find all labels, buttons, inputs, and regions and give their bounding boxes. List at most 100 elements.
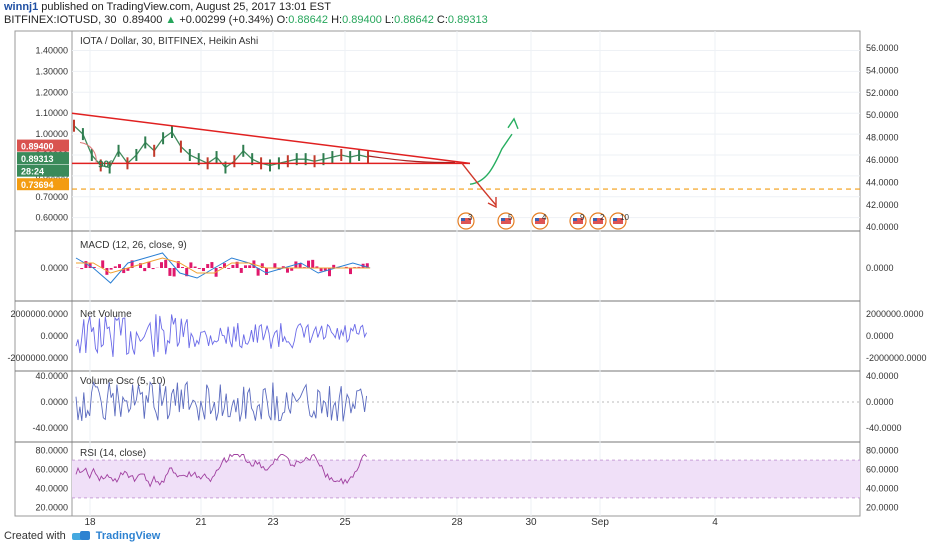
close-label: C:	[436, 14, 448, 26]
left-tick-label: 1.20000	[35, 87, 68, 97]
chart-frame	[14, 30, 861, 517]
change-arrow-icon: ▲	[165, 14, 177, 26]
right-tick-label: 48.0000	[866, 133, 899, 143]
macd-histogram-bar	[147, 261, 151, 268]
price-series-line	[73, 125, 369, 169]
descending-trendline	[71, 112, 471, 165]
price-label-box	[17, 164, 69, 177]
event-count: 9	[580, 213, 585, 222]
macd-histogram-bar	[315, 266, 319, 268]
macd-histogram-bar	[139, 263, 142, 268]
event-flag-canton	[593, 218, 597, 221]
macd-histogram-bar	[239, 268, 243, 273]
open-label: O:	[276, 14, 289, 26]
net-volume-right-tick: 2000000.0000	[866, 309, 924, 319]
event-flag-icon	[593, 218, 603, 224]
x-tick-label: 21	[195, 517, 207, 528]
x-tick-label: 23	[267, 517, 279, 528]
macd-histogram-bar	[130, 260, 134, 268]
macd-histogram-bar	[176, 261, 180, 268]
event-count: 3	[468, 213, 473, 222]
open-value: 0.88642	[288, 14, 329, 26]
symbol-header: BITFINEX:IOTUSD, 30 0.89400 ▲ +0.00299 (…	[4, 14, 488, 26]
macd-histogram-bar	[248, 265, 252, 268]
x-tick-label: 25	[339, 517, 351, 528]
macd-histogram-bar	[357, 266, 361, 268]
x-tick-label: Sep	[591, 517, 609, 528]
projection-path	[367, 155, 456, 164]
right-tick-label: 44.0000	[866, 177, 899, 187]
macd-histogram-bar	[151, 268, 155, 270]
footer: Created with TradingView	[4, 530, 160, 542]
right-tick-label: 54.0000	[866, 65, 899, 75]
bullish-arrow-icon	[507, 117, 519, 130]
tradingview-logo-icon	[71, 531, 90, 541]
net-volume-left-tick: 2000000.0000	[10, 309, 68, 319]
rsi-right-tick: 80.0000	[866, 446, 899, 456]
macd-histogram-bar	[273, 263, 277, 268]
macd-histogram-bar	[231, 264, 235, 268]
x-tick-label: 30	[525, 517, 537, 528]
left-tick-label: 1.30000	[35, 66, 68, 76]
bullish-projection	[469, 133, 513, 185]
macd-histogram-bar	[349, 268, 352, 275]
macd-histogram-bar	[210, 262, 214, 268]
event-flag-canton	[535, 218, 539, 221]
event-flag-icon	[461, 218, 471, 224]
macd-histogram-bar	[332, 264, 336, 268]
macd-histogram-bar	[80, 268, 84, 270]
publish-info: published on TradingView.com, August 25,…	[41, 1, 331, 13]
bearish-arrow-icon	[487, 197, 497, 209]
rsi-left-tick: 80.0000	[35, 446, 68, 456]
macd-left-tick: 0.0000	[40, 263, 68, 273]
low-label: L:	[384, 14, 395, 26]
macd-histogram-bar	[185, 268, 189, 277]
price-label-box	[17, 139, 69, 152]
author-name[interactable]: winnj1	[4, 1, 39, 13]
right-tick-label: 40.0000	[866, 222, 899, 232]
macd-histogram-bar	[235, 261, 239, 268]
angle-arc	[79, 141, 97, 164]
last-price: 0.89400	[122, 14, 163, 26]
event-flag-canton	[501, 218, 505, 221]
macd-histogram-bar	[164, 259, 168, 268]
macd-histogram-bar	[265, 268, 268, 275]
price-label-text: 28:24	[21, 167, 44, 177]
net-volume-right-tick: -2000000.0000	[866, 353, 927, 363]
volume-osc-left-tick: -40.0000	[32, 423, 68, 433]
event-flag-icon	[573, 218, 583, 224]
low-value: 0.88642	[394, 14, 434, 26]
macd-histogram-bar	[101, 260, 105, 268]
volume-osc-right-tick: -40.0000	[866, 423, 902, 433]
chart-area[interactable]: 18 21 23 25 28 30 Sep 41.400001.300001.200001.1…	[0, 28, 932, 528]
macd-histogram-bar	[202, 268, 205, 272]
symbol-label: BITFINEX:IOTUSD, 30	[4, 14, 117, 26]
rsi-band	[72, 460, 860, 498]
event-flag-icon	[613, 218, 623, 224]
price-change: +0.00299 (+0.34%)	[179, 14, 274, 26]
right-tick-label: 42.0000	[866, 200, 899, 210]
right-tick-label: 46.0000	[866, 155, 899, 165]
macd-histogram-bar	[311, 259, 315, 268]
created-with-label: Created with	[4, 530, 66, 542]
macd-title: MACD (12, 26, close, 9)	[80, 240, 187, 251]
left-tick-label: 1.40000	[35, 46, 68, 56]
macd-histogram-bar	[143, 268, 147, 272]
event-flag-canton	[613, 218, 617, 221]
price-label-text: 0.89400	[21, 142, 54, 152]
macd-histogram-bar	[365, 263, 369, 268]
macd-histogram-bar	[227, 268, 231, 269]
volume-osc-left-tick: 0.0000	[40, 397, 68, 407]
high-label: H:	[331, 14, 343, 26]
tradingview-brand[interactable]: TradingView	[95, 530, 161, 542]
volume-osc-right-tick: 0.0000	[866, 397, 894, 407]
macd-histogram-bar	[223, 263, 226, 268]
signal-line	[76, 257, 371, 274]
event-count: 5	[508, 213, 513, 222]
bearish-projection	[461, 162, 497, 206]
macd-histogram-bar	[172, 268, 176, 277]
macd-histogram-bar	[109, 268, 113, 270]
macd-histogram-bar	[206, 264, 210, 268]
macd-histogram-bar	[344, 266, 348, 268]
macd-histogram-bar	[328, 268, 331, 277]
